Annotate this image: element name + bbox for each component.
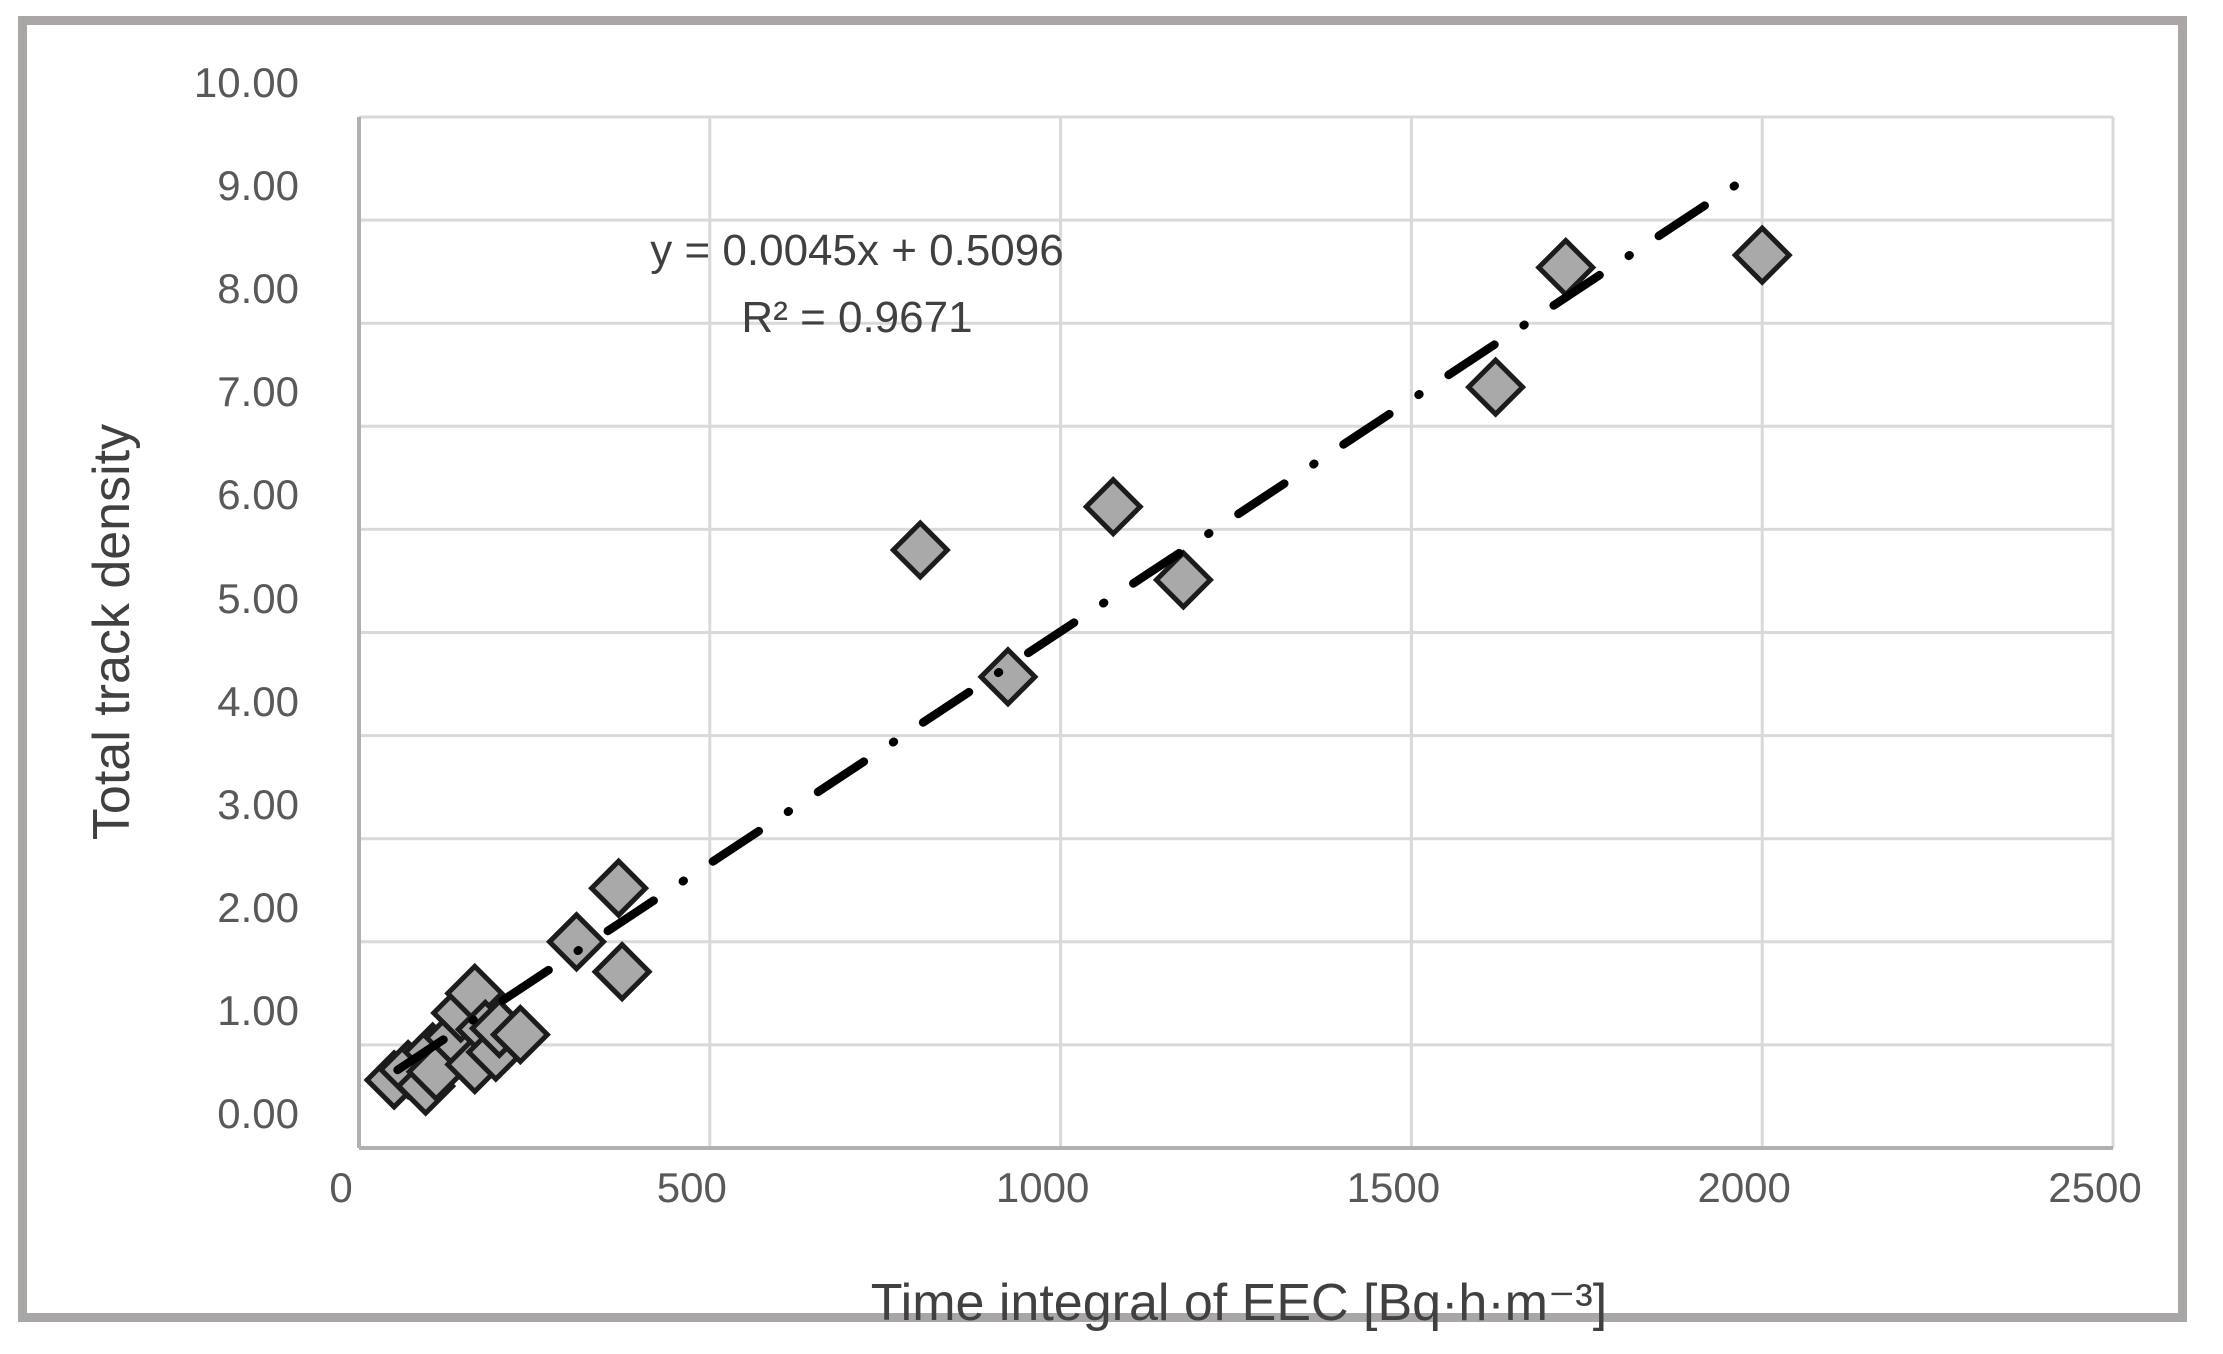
data-point-marker: [591, 941, 653, 1003]
y-tick-label: 6.00: [217, 471, 299, 519]
y-tick-label: 5.00: [217, 574, 299, 622]
x-tick-label: 1500: [1346, 1164, 1441, 1211]
chart-frame: Total track density Time integral of EEC…: [18, 16, 2187, 1332]
y-tick-label: 4.00: [217, 677, 299, 725]
data-point-marker: [1465, 356, 1527, 418]
x-tick-label: 2500: [2048, 1164, 2142, 1211]
x-axis-title: Time integral of EEC [Bq·h·m⁻³]: [870, 1274, 1608, 1332]
y-tick-label: 9.00: [217, 162, 299, 210]
data-point-marker: [889, 519, 951, 581]
equation-line: y = 0.0045x + 0.5096: [650, 226, 1064, 275]
data-point-marker: [1152, 549, 1214, 611]
y-tick-label: 8.00: [217, 265, 299, 313]
x-tick-label: 2000: [1697, 1164, 1791, 1211]
data-point-marker: [588, 857, 650, 919]
r-squared-line: R² = 0.9671: [741, 293, 973, 342]
x-tick-label: 500: [656, 1164, 727, 1211]
y-tick-label: 7.00: [217, 368, 299, 416]
data-point-marker: [489, 1004, 551, 1066]
x-tick-label: 1000: [995, 1164, 1090, 1211]
x-tick-label: 0: [329, 1164, 353, 1211]
plot-area: y = 0.0045x + 0.5096 R² = 0.9671: [357, 115, 2115, 1150]
data-point-marker: [545, 911, 608, 973]
y-tick-label: 10.00: [193, 59, 299, 106]
scatter-plot-svg: [357, 115, 2115, 1150]
y-tick-label: 1.00: [217, 986, 299, 1034]
data-point-marker: [977, 646, 1039, 708]
data-point-marker: [1731, 224, 1793, 286]
data-point-marker: [1082, 476, 1144, 538]
trendline-equation: y = 0.0045x + 0.5096 R² = 0.9671: [650, 217, 1063, 351]
y-tick-label: 3.00: [217, 780, 299, 828]
trendline: [393, 165, 1763, 1075]
y-tick-label: 0.00: [217, 1090, 299, 1137]
y-tick-label: 2.00: [217, 883, 299, 931]
